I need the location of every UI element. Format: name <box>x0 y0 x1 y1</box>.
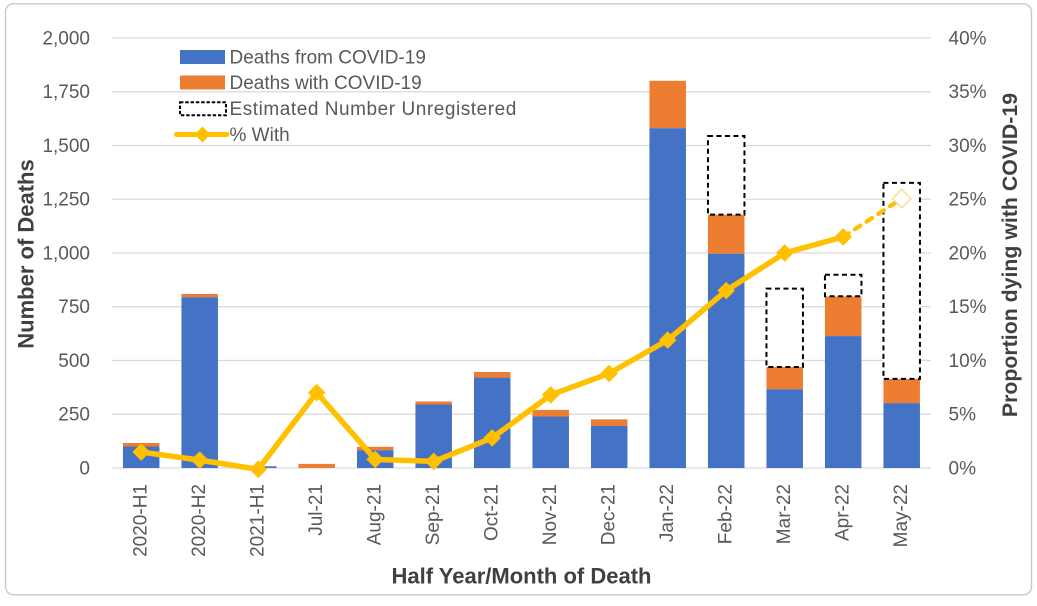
svg-text:May-22: May-22 <box>891 484 912 547</box>
svg-text:Nov-21: Nov-21 <box>540 484 561 545</box>
svg-text:1,250: 1,250 <box>42 190 90 211</box>
svg-text:Estimated Number Unregistered: Estimated Number Unregistered <box>230 99 517 120</box>
svg-text:Feb-22: Feb-22 <box>716 484 737 544</box>
svg-text:Number of Deaths: Number of Deaths <box>14 159 39 348</box>
svg-text:Jan-22: Jan-22 <box>657 484 678 542</box>
svg-text:35%: 35% <box>949 82 987 103</box>
svg-text:Aug-21: Aug-21 <box>365 484 386 545</box>
svg-text:0: 0 <box>79 458 90 479</box>
svg-text:2,000: 2,000 <box>42 28 90 49</box>
svg-text:2020-H1: 2020-H1 <box>131 484 152 557</box>
svg-text:Dec-21: Dec-21 <box>599 484 620 545</box>
svg-text:Sep-21: Sep-21 <box>423 484 444 545</box>
svg-text:15%: 15% <box>949 297 987 318</box>
svg-text:Mar-22: Mar-22 <box>774 484 795 544</box>
svg-text:2020-H2: 2020-H2 <box>189 484 210 557</box>
svg-text:1,500: 1,500 <box>42 136 90 157</box>
svg-text:25%: 25% <box>949 190 987 211</box>
svg-text:1,000: 1,000 <box>42 243 90 264</box>
svg-text:5%: 5% <box>949 405 977 426</box>
svg-text:Jul-21: Jul-21 <box>306 484 327 536</box>
svg-text:40%: 40% <box>949 28 987 49</box>
svg-text:2021-H1: 2021-H1 <box>248 484 269 557</box>
svg-text:Half Year/Month of Death: Half Year/Month of Death <box>392 564 652 589</box>
svg-text:Oct-21: Oct-21 <box>482 484 503 541</box>
svg-text:30%: 30% <box>949 136 987 157</box>
svg-text:750: 750 <box>58 297 90 318</box>
svg-text:Apr-22: Apr-22 <box>833 484 854 541</box>
svg-text:0%: 0% <box>949 458 977 479</box>
svg-text:10%: 10% <box>949 351 987 372</box>
svg-text:20%: 20% <box>949 243 987 264</box>
svg-text:1,750: 1,750 <box>42 82 90 103</box>
svg-text:500: 500 <box>58 351 90 372</box>
svg-text:% With: % With <box>230 125 290 146</box>
svg-text:Proportion dying with COVID-19: Proportion dying with COVID-19 <box>998 93 1022 417</box>
svg-text:Deaths from COVID-19: Deaths from COVID-19 <box>230 48 426 69</box>
svg-text:250: 250 <box>58 405 90 426</box>
svg-text:Deaths with COVID-19: Deaths with COVID-19 <box>230 73 422 94</box>
